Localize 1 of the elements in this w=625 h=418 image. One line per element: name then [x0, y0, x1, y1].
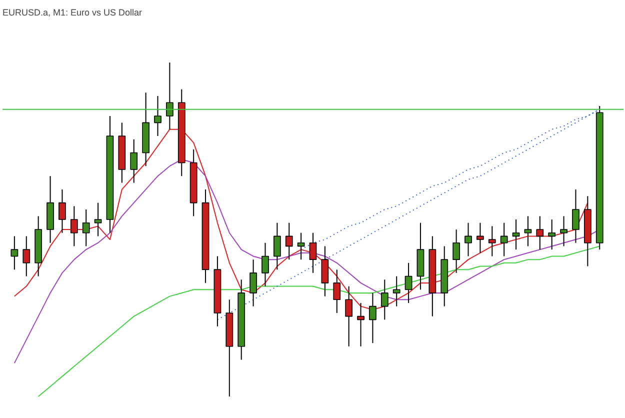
chart-title: EURUSD.a, M1: Euro vs US Dollar — [2, 8, 142, 18]
